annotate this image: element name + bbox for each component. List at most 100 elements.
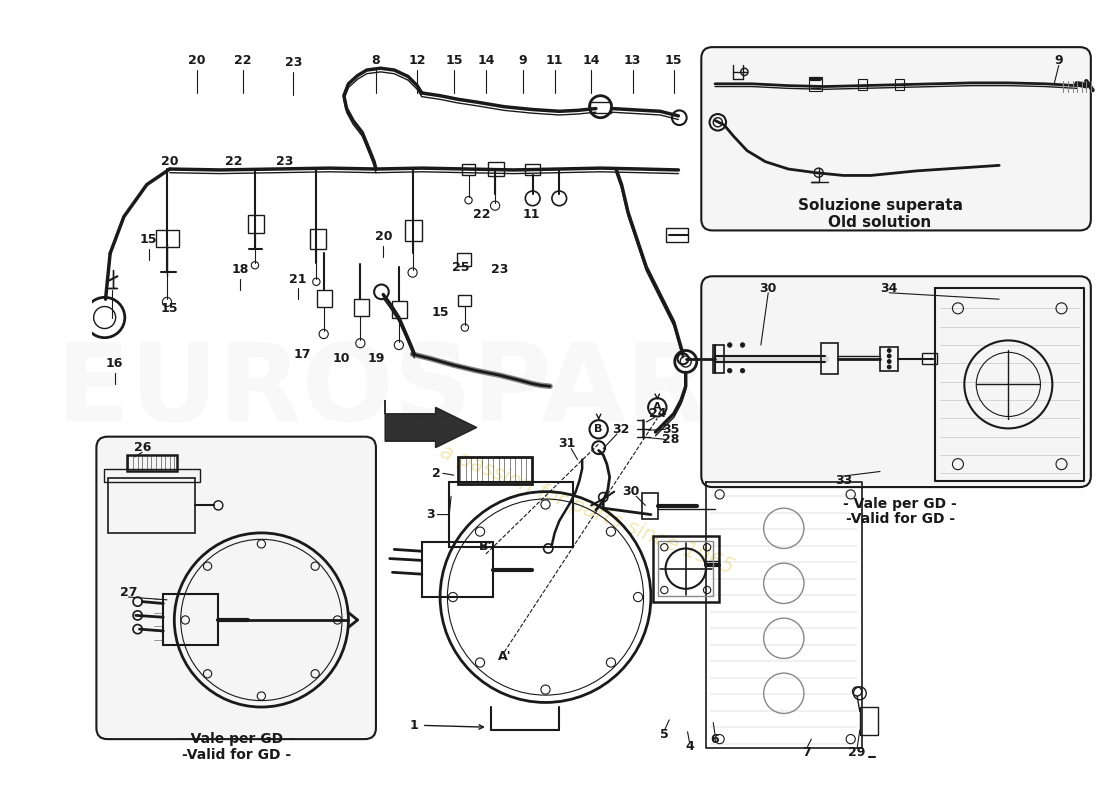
Text: 35: 35 xyxy=(662,423,680,436)
Bar xyxy=(248,215,264,233)
Bar xyxy=(393,301,407,318)
Text: 14: 14 xyxy=(583,54,601,67)
Bar xyxy=(456,254,471,266)
Text: 6: 6 xyxy=(711,733,719,746)
Bar xyxy=(449,482,573,546)
Bar xyxy=(459,294,471,306)
Bar xyxy=(317,290,332,306)
Bar xyxy=(591,102,611,113)
Text: 11: 11 xyxy=(522,208,540,222)
Text: 2: 2 xyxy=(432,467,441,480)
Bar xyxy=(459,457,531,484)
Bar xyxy=(108,478,196,533)
Bar xyxy=(667,228,689,242)
Bar xyxy=(858,79,867,90)
Text: 13: 13 xyxy=(624,54,641,67)
FancyBboxPatch shape xyxy=(702,276,1091,487)
Text: 22: 22 xyxy=(226,155,243,168)
Text: 19: 19 xyxy=(367,352,385,366)
Circle shape xyxy=(888,354,891,358)
Text: 22: 22 xyxy=(473,208,491,222)
Bar xyxy=(103,469,200,482)
Text: 20: 20 xyxy=(161,155,178,168)
Text: 27: 27 xyxy=(120,586,138,599)
Text: 15: 15 xyxy=(161,302,178,315)
Text: EUROSPARES: EUROSPARES xyxy=(56,338,861,444)
Text: 1: 1 xyxy=(410,719,419,732)
Text: 12: 12 xyxy=(408,54,426,67)
Text: 24: 24 xyxy=(649,407,667,420)
Text: 10: 10 xyxy=(332,352,350,366)
Bar xyxy=(641,494,658,519)
Text: 34: 34 xyxy=(880,282,898,294)
Circle shape xyxy=(888,365,891,369)
Bar xyxy=(163,594,218,645)
Circle shape xyxy=(740,368,745,373)
Bar xyxy=(405,220,421,241)
Bar xyxy=(487,162,504,176)
Text: 5: 5 xyxy=(660,728,669,741)
Text: 3: 3 xyxy=(427,508,436,521)
Bar xyxy=(880,347,899,370)
Text: 15: 15 xyxy=(446,54,463,67)
Text: 29: 29 xyxy=(848,746,866,759)
Bar xyxy=(310,229,327,249)
Text: 7: 7 xyxy=(802,746,811,759)
Text: 23: 23 xyxy=(276,155,293,168)
Text: 15: 15 xyxy=(666,54,683,67)
Text: 17: 17 xyxy=(294,348,311,361)
Bar xyxy=(822,343,838,374)
Circle shape xyxy=(727,342,732,347)
Circle shape xyxy=(727,368,732,373)
Bar xyxy=(652,536,718,602)
Bar xyxy=(354,299,368,316)
Text: 30: 30 xyxy=(621,485,639,498)
Text: B: B xyxy=(594,424,603,434)
Text: 15: 15 xyxy=(431,306,449,319)
Circle shape xyxy=(888,349,891,352)
Text: a passion for parts since 1965: a passion for parts since 1965 xyxy=(437,442,737,578)
Text: 14: 14 xyxy=(477,54,495,67)
Text: 9: 9 xyxy=(518,54,527,67)
Text: 18: 18 xyxy=(232,263,249,276)
Text: A: A xyxy=(653,402,661,412)
Text: 33: 33 xyxy=(835,474,852,487)
Bar xyxy=(894,79,904,90)
Text: 31: 31 xyxy=(558,438,575,450)
Text: 22: 22 xyxy=(234,54,252,67)
Bar xyxy=(156,230,179,247)
Text: 26: 26 xyxy=(133,441,151,454)
Circle shape xyxy=(888,360,891,363)
Bar xyxy=(421,542,493,597)
Text: 25: 25 xyxy=(452,261,470,274)
Text: 16: 16 xyxy=(106,357,123,370)
Text: 11: 11 xyxy=(546,54,563,67)
FancyBboxPatch shape xyxy=(702,47,1091,230)
Bar xyxy=(462,163,475,174)
Text: Soluzione superata
Old solution: Soluzione superata Old solution xyxy=(798,198,962,230)
Text: - Vale per GD -: - Vale per GD - xyxy=(179,732,294,746)
Text: 23: 23 xyxy=(285,56,303,70)
Bar xyxy=(860,707,878,734)
Bar xyxy=(713,345,724,373)
Text: 15: 15 xyxy=(140,233,157,246)
Polygon shape xyxy=(385,400,476,448)
Bar xyxy=(922,354,937,364)
Text: 4: 4 xyxy=(685,740,694,753)
Text: 30: 30 xyxy=(759,282,777,294)
FancyBboxPatch shape xyxy=(97,437,376,739)
Text: 28: 28 xyxy=(662,433,680,446)
Bar xyxy=(658,541,713,596)
Text: 23: 23 xyxy=(491,263,508,276)
Text: 32: 32 xyxy=(612,423,629,436)
Text: 20: 20 xyxy=(188,54,206,67)
Bar xyxy=(810,78,823,91)
Bar xyxy=(126,455,177,471)
Text: A': A' xyxy=(497,650,512,663)
Text: B': B' xyxy=(480,540,493,553)
Text: 8: 8 xyxy=(372,54,381,67)
Text: 20: 20 xyxy=(374,230,392,243)
Text: 9: 9 xyxy=(1055,54,1063,67)
Text: -Valid for GD -: -Valid for GD - xyxy=(846,512,955,526)
Text: - Vale per GD -: - Vale per GD - xyxy=(844,497,957,510)
